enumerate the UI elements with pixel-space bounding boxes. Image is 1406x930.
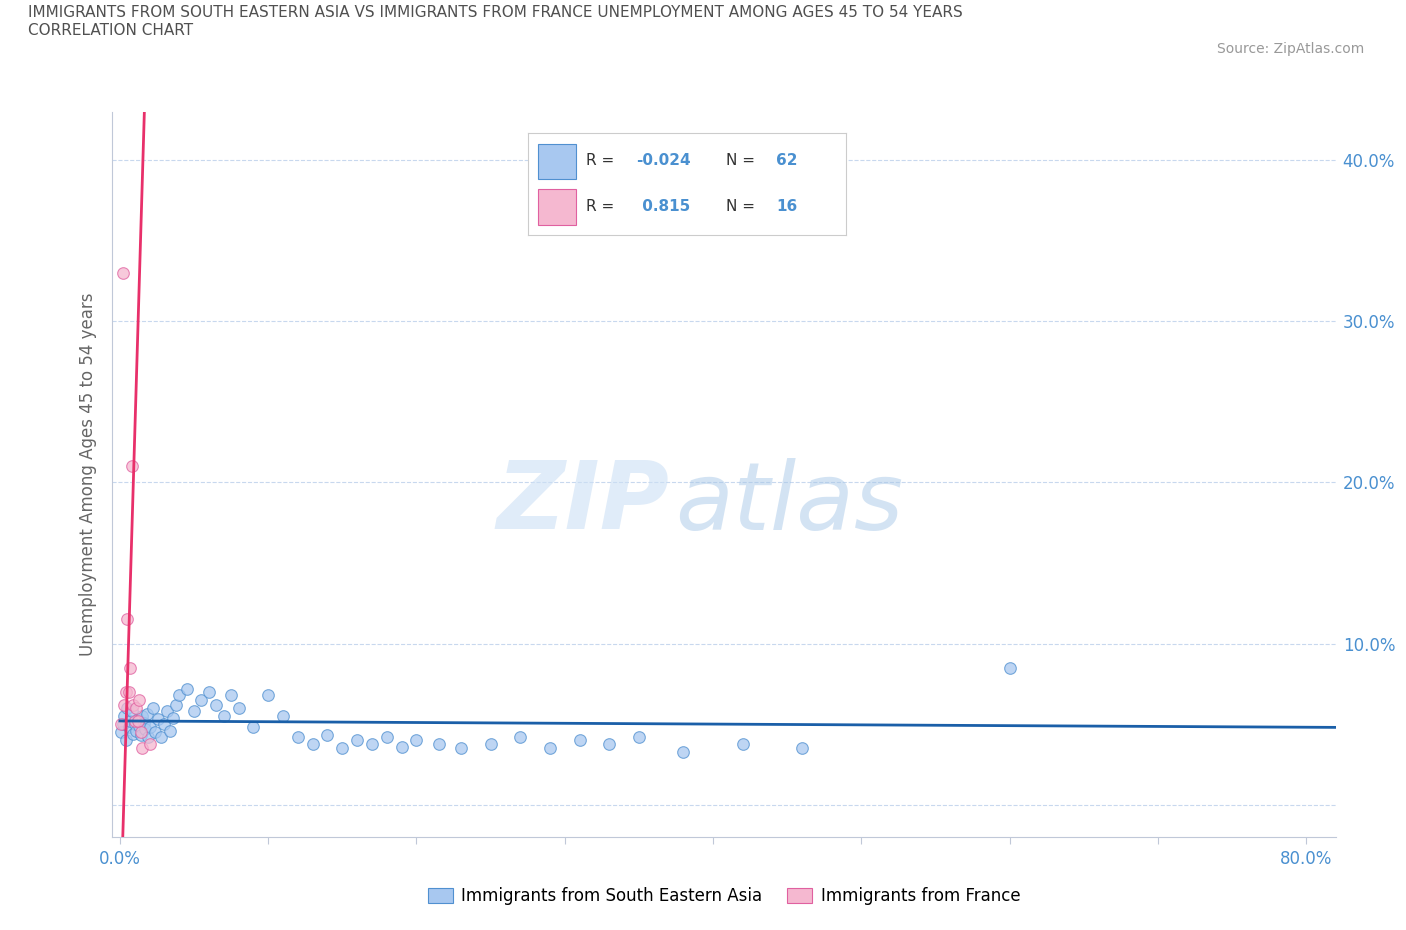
Point: [316, 728, 339, 743]
Point: [153, 717, 176, 732]
Point: [156, 704, 179, 719]
Point: [141, 700, 163, 715]
Point: [134, 722, 156, 737]
Point: [132, 715, 155, 730]
Point: [479, 736, 502, 751]
Point: [112, 709, 135, 724]
Point: [138, 720, 160, 735]
Point: [120, 660, 142, 675]
Point: [121, 704, 143, 719]
Point: [148, 711, 170, 726]
Point: [125, 724, 148, 738]
Point: [287, 730, 309, 745]
Point: [121, 458, 143, 473]
Point: [228, 700, 250, 715]
Point: [176, 682, 198, 697]
Point: [242, 720, 264, 735]
Point: [129, 724, 152, 739]
Legend: Immigrants from South Eastern Asia, Immigrants from France: Immigrants from South Eastern Asia, Immi…: [422, 881, 1026, 912]
Point: [131, 709, 153, 724]
Point: [427, 736, 450, 751]
Point: [127, 711, 149, 726]
Point: [125, 700, 148, 715]
Point: [301, 736, 323, 751]
Text: atlas: atlas: [675, 458, 904, 549]
Point: [346, 733, 368, 748]
Text: IMMIGRANTS FROM SOUTH EASTERN ASIA VS IMMIGRANTS FROM FRANCE UNEMPLOYMENT AMONG : IMMIGRANTS FROM SOUTH EASTERN ASIA VS IM…: [28, 5, 963, 20]
Point: [790, 741, 813, 756]
Point: [110, 724, 132, 739]
Point: [138, 736, 160, 751]
Point: [122, 726, 145, 741]
Point: [159, 724, 181, 738]
Point: [120, 713, 142, 728]
Point: [198, 684, 221, 699]
Point: [145, 724, 167, 739]
Y-axis label: Unemployment Among Ages 45 to 54 years: Unemployment Among Ages 45 to 54 years: [79, 293, 97, 656]
Point: [509, 730, 531, 745]
Point: [124, 717, 146, 732]
Point: [998, 660, 1021, 675]
Text: CORRELATION CHART: CORRELATION CHART: [28, 23, 193, 38]
Point: [150, 730, 173, 745]
Point: [568, 733, 591, 748]
Point: [117, 700, 139, 715]
Point: [271, 709, 294, 724]
Point: [165, 698, 187, 712]
Text: Source: ZipAtlas.com: Source: ZipAtlas.com: [1216, 42, 1364, 56]
Point: [627, 730, 650, 745]
Point: [118, 684, 141, 699]
Point: [114, 733, 136, 748]
Point: [672, 744, 695, 759]
Point: [117, 612, 139, 627]
Point: [127, 713, 149, 728]
Point: [190, 693, 212, 708]
Point: [118, 720, 141, 735]
Point: [111, 265, 134, 280]
Point: [136, 730, 159, 745]
Point: [405, 733, 427, 748]
Point: [112, 698, 135, 712]
Point: [114, 684, 136, 699]
Point: [450, 741, 472, 756]
Point: [135, 707, 157, 722]
Point: [257, 687, 280, 702]
Point: [375, 730, 398, 745]
Point: [731, 736, 754, 751]
Point: [110, 717, 132, 732]
Point: [205, 698, 228, 712]
Point: [128, 718, 150, 733]
Point: [330, 741, 353, 756]
Point: [361, 736, 384, 751]
Point: [167, 687, 190, 702]
Point: [391, 739, 413, 754]
Text: ZIP: ZIP: [496, 458, 669, 550]
Point: [598, 736, 620, 751]
Point: [183, 704, 205, 719]
Point: [124, 713, 146, 728]
Point: [212, 709, 235, 724]
Point: [538, 741, 561, 756]
Point: [129, 728, 152, 743]
Point: [219, 687, 242, 702]
Point: [131, 741, 153, 756]
Point: [128, 693, 150, 708]
Point: [162, 711, 184, 725]
Point: [111, 717, 134, 732]
Point: [122, 698, 145, 712]
